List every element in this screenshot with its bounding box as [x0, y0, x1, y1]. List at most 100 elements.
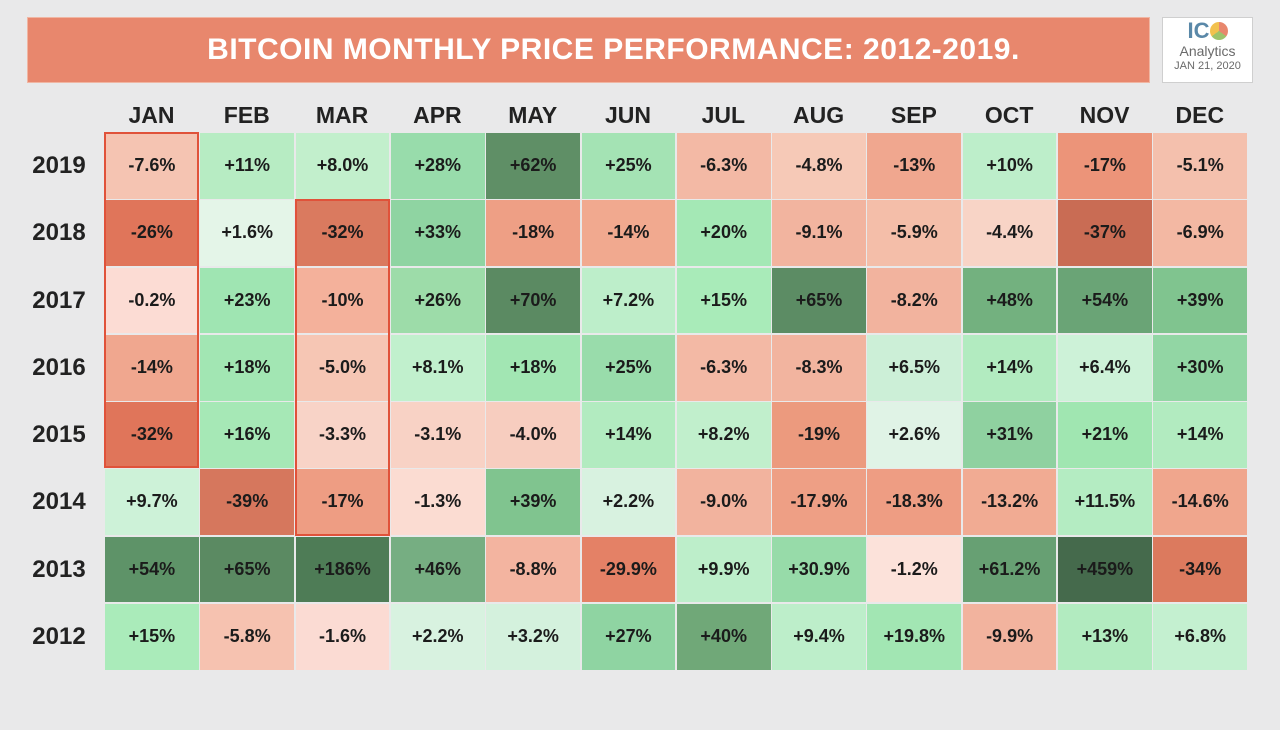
cell-2016-jan: -14%: [104, 333, 200, 402]
cell-2013-sep: -1.2%: [866, 535, 963, 604]
column-header-apr: APR: [413, 102, 462, 128]
row-header-2014: 2014: [32, 488, 86, 516]
cell-2013-apr: +46%: [389, 535, 486, 604]
cell-2017-jan: -0.2%: [104, 266, 200, 335]
cell-2017-oct: +48%: [961, 266, 1058, 335]
row-header-2012: 2012: [32, 622, 86, 650]
cell-2015-may: -4.0%: [485, 401, 581, 469]
cell-2012-dec: +6.8%: [1152, 602, 1249, 671]
cell-2019-jun: +25%: [580, 132, 677, 200]
cell-2016-aug: -8.3%: [771, 333, 867, 402]
cell-2014-jan: +9.7%: [104, 468, 200, 536]
cell-2017-dec: +39%: [1152, 266, 1249, 335]
cell-2016-apr: +8.1%: [389, 333, 486, 402]
cell-2016-jun: +25%: [580, 333, 677, 402]
title-banner: BITCOIN MONTHLY PRICE PERFORMANCE: 2012-…: [27, 17, 1150, 83]
ico-analytics-logo: IC Analytics JAN 21, 2020: [1162, 17, 1253, 83]
cell-2013-may: -8.8%: [485, 535, 581, 604]
cell-2019-sep: -13%: [866, 132, 963, 200]
cell-2015-feb: +16%: [199, 401, 296, 469]
column-header-mar: MAR: [315, 102, 369, 128]
cell-2012-aug: +9.4%: [771, 602, 867, 671]
cell-2015-mar: -3.3%: [294, 401, 391, 469]
cell-2013-jun: -29.9%: [580, 535, 677, 604]
cell-2017-aug: +65%: [771, 266, 867, 335]
column-header-may: MAY: [508, 102, 558, 128]
cell-2014-aug: -17.9%: [771, 468, 867, 536]
cell-2014-oct: -13.2%: [961, 468, 1058, 536]
cell-2015-jun: +14%: [580, 401, 677, 469]
row-header-2017: 2017: [32, 286, 86, 314]
cell-2012-may: +3.2%: [485, 602, 581, 671]
cell-2019-jul: -6.3%: [675, 132, 772, 200]
cell-2012-jul: +40%: [675, 602, 772, 671]
cell-2016-may: +18%: [485, 333, 581, 402]
cell-2015-aug: -19%: [771, 401, 867, 469]
cell-2016-jul: -6.3%: [675, 333, 772, 402]
column-header-jun: JUN: [604, 102, 651, 128]
cell-2019-jan: -7.6%: [104, 132, 200, 200]
cell-2014-apr: -1.3%: [389, 468, 486, 536]
cell-2012-jan: +15%: [104, 602, 200, 671]
cell-2018-jul: +20%: [675, 199, 772, 267]
cell-2015-sep: +2.6%: [866, 401, 963, 469]
cell-2014-sep: -18.3%: [866, 468, 963, 536]
cell-2016-mar: -5.0%: [294, 333, 391, 402]
cell-2012-apr: +2.2%: [389, 602, 486, 671]
cell-2017-mar: -10%: [294, 266, 391, 335]
cell-2017-feb: +23%: [199, 266, 296, 335]
cell-2013-aug: +30.9%: [771, 535, 867, 604]
chart-title: BITCOIN MONTHLY PRICE PERFORMANCE: 2012-…: [207, 33, 1020, 66]
cell-2015-nov: +21%: [1057, 401, 1153, 469]
cell-2013-mar: +186%: [294, 535, 391, 604]
cell-2012-jun: +27%: [580, 602, 677, 671]
cell-2015-jan: -32%: [104, 401, 200, 469]
cell-2018-oct: -4.4%: [961, 199, 1058, 267]
cell-2019-nov: -17%: [1057, 132, 1153, 200]
column-header-sep: SEP: [890, 102, 937, 128]
publish-date: JAN 21, 2020: [1174, 60, 1241, 72]
row-header-2015: 2015: [32, 421, 86, 448]
cell-2019-mar: +8.0%: [294, 132, 391, 200]
column-header-oct: OCT: [984, 102, 1034, 128]
cell-2017-jul: +15%: [675, 266, 772, 335]
cell-2018-jun: -14%: [580, 199, 677, 267]
cell-2014-dec: -14.6%: [1152, 468, 1249, 536]
cell-2014-jul: -9.0%: [675, 468, 772, 536]
cell-2013-jul: +9.9%: [675, 535, 772, 604]
cell-2013-feb: +65%: [199, 535, 296, 604]
cell-2016-nov: +6.4%: [1057, 333, 1153, 402]
cell-2015-jul: +8.2%: [675, 401, 772, 469]
cell-2012-mar: -1.6%: [294, 602, 391, 671]
cell-2012-oct: -9.9%: [961, 602, 1058, 671]
cell-2019-apr: +28%: [389, 132, 486, 200]
cell-2017-apr: +26%: [389, 266, 486, 335]
cell-2017-jun: +7.2%: [580, 266, 677, 335]
cell-2015-oct: +31%: [961, 401, 1058, 469]
column-header-dec: DEC: [1175, 102, 1225, 128]
cell-2016-oct: +14%: [961, 333, 1058, 402]
cell-2018-apr: +33%: [389, 199, 486, 267]
cell-2013-jan: +54%: [104, 535, 200, 604]
pie-logo-icon: [1209, 22, 1228, 40]
cell-2013-oct: +61.2%: [961, 535, 1058, 604]
cell-2019-oct: +10%: [961, 132, 1058, 200]
column-header-jul: JUL: [701, 102, 746, 128]
cell-2014-feb: -39%: [199, 468, 296, 536]
cell-2013-nov: +459%: [1057, 535, 1153, 604]
cell-2018-jan: -26%: [104, 199, 200, 267]
cell-2017-sep: -8.2%: [866, 266, 963, 335]
cell-2018-may: -18%: [485, 199, 581, 267]
cell-2016-dec: +30%: [1152, 333, 1249, 402]
cell-2019-feb: +11%: [199, 132, 296, 200]
row-header-2019: 2019: [32, 152, 86, 179]
cell-2016-sep: +6.5%: [866, 333, 963, 402]
column-header-aug: AUG: [793, 102, 845, 128]
cell-2018-nov: -37%: [1057, 199, 1153, 267]
cell-2015-dec: +14%: [1152, 401, 1249, 469]
column-header-jan: JAN: [128, 102, 175, 128]
cell-2015-apr: -3.1%: [389, 401, 486, 469]
cell-2018-mar: -32%: [294, 199, 391, 267]
logo-mark-letters: IC: [1187, 18, 1210, 43]
cell-2018-dec: -6.9%: [1152, 199, 1249, 267]
